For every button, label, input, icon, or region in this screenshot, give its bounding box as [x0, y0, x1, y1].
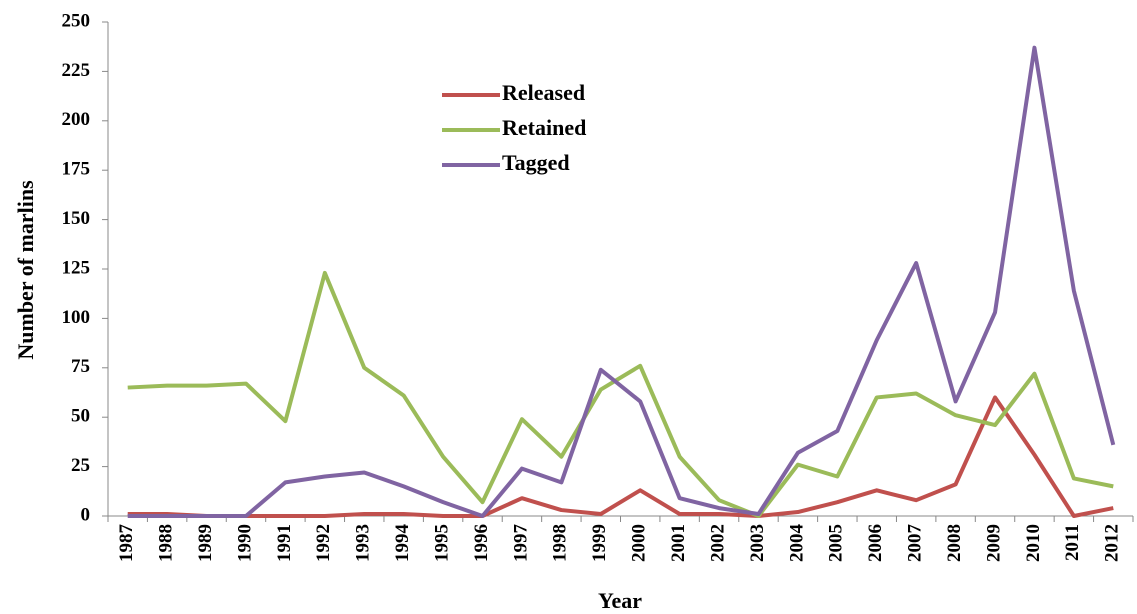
y-axis-title: Number of marlins — [13, 180, 38, 360]
legend-label: Retained — [502, 115, 586, 140]
x-tick-label: 1988 — [155, 524, 176, 562]
line-series — [127, 270, 1114, 518]
x-axis-title: Year — [598, 588, 642, 613]
x-tick-label: 2004 — [786, 524, 807, 563]
y-tick-label: 25 — [71, 455, 90, 476]
x-tick-label: 2005 — [826, 524, 847, 562]
legend-label: Tagged — [502, 150, 570, 175]
x-tick-label: 2010 — [1023, 524, 1044, 562]
x-tick-label: 1991 — [274, 524, 295, 562]
x-tick-label: 2009 — [983, 524, 1004, 562]
x-tick-label: 1990 — [234, 524, 255, 562]
x-tick-label: 1987 — [116, 524, 137, 563]
x-tick-label: 2006 — [865, 524, 886, 562]
x-tick-label: 1992 — [313, 524, 334, 562]
line-series — [127, 45, 1116, 518]
x-tick-label: 1994 — [392, 524, 413, 563]
y-tick-label: 125 — [62, 257, 91, 278]
x-tick-label: 2007 — [905, 524, 926, 563]
x-tick-label: 2002 — [707, 524, 728, 562]
x-tick-label: 2001 — [668, 524, 689, 562]
x-tick-label: 1996 — [471, 524, 492, 562]
y-tick-label: 175 — [62, 159, 91, 180]
x-tick-label: 1999 — [589, 524, 610, 562]
y-tick-label: 0 — [81, 504, 91, 525]
x-tick-label: 2008 — [944, 524, 965, 562]
x-tick-label: 2000 — [629, 524, 650, 562]
x-tick-label: 1995 — [431, 524, 452, 562]
y-tick-label: 200 — [62, 109, 91, 130]
y-tick-label: 100 — [62, 307, 91, 328]
x-tick-label: 1998 — [550, 524, 571, 562]
x-tick-label: 2011 — [1062, 524, 1083, 561]
y-tick-label: 225 — [62, 60, 91, 81]
legend-label: Released — [502, 80, 585, 105]
y-tick-label: 150 — [62, 208, 91, 229]
x-tick-label: 1997 — [510, 524, 531, 563]
x-tick-label: 2012 — [1102, 524, 1123, 562]
y-tick-label: 250 — [62, 10, 91, 31]
line-series — [127, 395, 1114, 518]
y-tick-label: 50 — [71, 406, 90, 427]
x-tick-label: 1993 — [353, 524, 374, 562]
x-tick-label: 2003 — [747, 524, 768, 562]
x-tick-label: 1989 — [195, 524, 216, 562]
y-tick-label: 75 — [71, 356, 90, 377]
